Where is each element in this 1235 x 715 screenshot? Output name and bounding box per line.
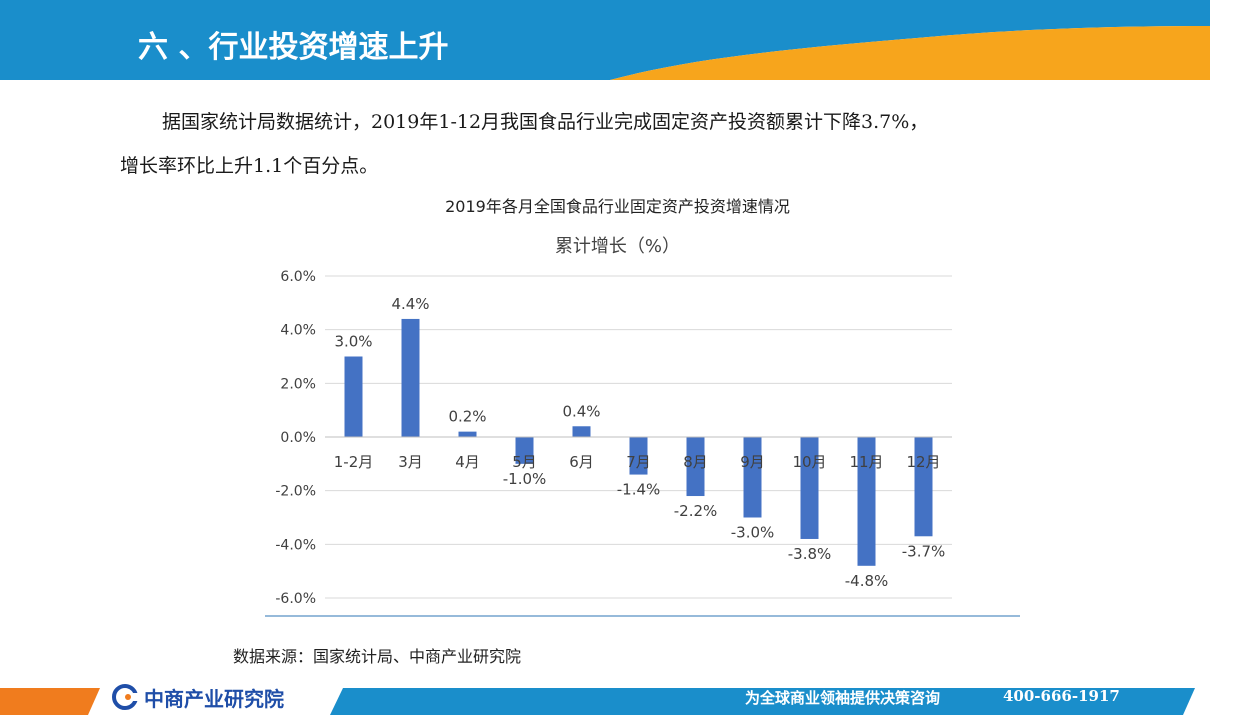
- bar: [743, 437, 762, 518]
- body-line-2: 增长率环比上升1.1个百分点。: [120, 155, 379, 177]
- chart-subtitle: 累计增长（%）: [554, 236, 681, 257]
- x-tick-label: 9月: [740, 453, 765, 471]
- bar: [515, 437, 534, 464]
- x-tick-label: 1-2月: [334, 453, 374, 471]
- header-banner-graphic: [0, 0, 1235, 80]
- footer-phone: 400-666-1917: [1003, 687, 1120, 705]
- x-tick-label: 11月: [849, 453, 883, 471]
- footer-bar: [0, 682, 1235, 715]
- bar: [914, 437, 933, 537]
- y-tick-label: 6.0%: [280, 269, 316, 285]
- x-tick-label: 3月: [398, 453, 423, 471]
- bar: [857, 437, 876, 566]
- bar: [629, 437, 648, 475]
- data-label: 0.2%: [448, 408, 486, 426]
- data-label: -3.7%: [902, 542, 946, 560]
- bar: [401, 318, 420, 437]
- chart-title: 2019年各月全国食品行业固定资产投资增速情况: [445, 197, 790, 216]
- data-label: -3.8%: [788, 545, 832, 563]
- data-label: -4.8%: [845, 572, 889, 590]
- bar: [686, 437, 705, 497]
- data-label: 3.0%: [334, 333, 372, 351]
- x-tick-label: 12月: [906, 453, 940, 471]
- x-tick-label: 5月: [512, 453, 537, 471]
- y-tick-label: 4.0%: [280, 323, 316, 339]
- brand-logo: 中商产业研究院: [112, 684, 284, 711]
- data-label: 0.4%: [562, 402, 600, 420]
- data-label: -2.2%: [674, 502, 718, 520]
- bar: [800, 437, 819, 539]
- body-paragraph: 据国家统计局数据统计，2019年1-12月我国食品行业完成固定资产投资额累计下降…: [120, 100, 1130, 188]
- data-source-note: 数据来源：国家统计局、中商产业研究院: [233, 647, 522, 666]
- brand-name: 中商产业研究院: [144, 686, 284, 711]
- header-banner: 六 、行业投资增速上升: [0, 0, 1235, 80]
- x-tick-label: 6月: [569, 453, 594, 471]
- x-tick-label: 7月: [626, 453, 651, 471]
- y-tick-label: -4.0%: [275, 537, 316, 553]
- y-tick-label: 2.0%: [280, 376, 316, 392]
- y-tick-label: 0.0%: [280, 430, 316, 446]
- bar: [572, 426, 591, 437]
- data-label: -1.4%: [617, 481, 661, 499]
- y-tick-label: -6.0%: [275, 591, 316, 607]
- x-tick-label: 10月: [792, 453, 826, 471]
- page-title: 六 、行业投资增速上升: [138, 30, 449, 65]
- bar: [458, 431, 477, 437]
- data-label: -1.0%: [503, 470, 547, 488]
- bar: [344, 356, 363, 437]
- body-line-1: 据国家统计局数据统计，2019年1-12月我国食品行业完成固定资产投资额累计下降…: [162, 111, 929, 133]
- x-tick-label: 4月: [455, 453, 480, 471]
- footer-slogan: 为全球商业领袖提供决策咨询: [745, 689, 941, 707]
- data-label: 4.4%: [391, 295, 429, 313]
- footer-bar-graphic: [0, 688, 1195, 715]
- brand-logo-icon: [112, 684, 138, 710]
- y-tick-label: -2.0%: [275, 484, 316, 500]
- data-label: -3.0%: [731, 524, 775, 542]
- x-tick-label: 8月: [683, 453, 708, 471]
